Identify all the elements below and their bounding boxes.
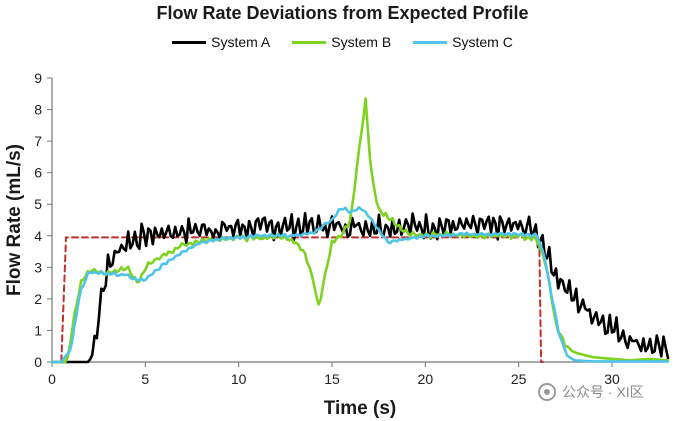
x-tick-label: 25 <box>511 371 527 387</box>
legend-item: System C <box>413 34 513 50</box>
x-tick-label: 30 <box>604 371 620 387</box>
chart-title: Flow Rate Deviations from Expected Profi… <box>156 3 529 23</box>
y-tick-label: 5 <box>34 196 42 212</box>
y-tick-label: 8 <box>34 102 42 118</box>
watermark: 公众号 · XI区 <box>538 382 644 402</box>
series-line-system-a <box>50 212 670 364</box>
legend: System A System B System C <box>0 34 685 50</box>
legend-item: System B <box>292 34 391 50</box>
legend-swatch <box>413 40 448 44</box>
x-axis-label: Time (s) <box>324 398 397 419</box>
y-tick-label: 0 <box>34 354 42 370</box>
y-tick-label: 7 <box>34 133 42 149</box>
x-tick-label: 5 <box>141 371 149 387</box>
y-tick-label: 1 <box>34 322 42 338</box>
x-tick-label: 20 <box>418 371 434 387</box>
wechat-icon <box>538 383 556 401</box>
y-tick-label: 2 <box>34 291 42 307</box>
legend-label: System C <box>452 34 513 50</box>
legend-item: System A <box>172 34 270 50</box>
legend-swatch <box>172 40 207 44</box>
legend-swatch <box>292 40 327 44</box>
y-tick-label: 6 <box>34 165 42 181</box>
expected-profile-line <box>51 236 544 363</box>
legend-label: System B <box>331 34 392 50</box>
y-tick-label: 4 <box>34 228 42 244</box>
y-tick-label: 9 <box>34 70 42 86</box>
x-tick-label: 10 <box>231 371 247 387</box>
series-line-system-c <box>50 205 670 364</box>
legend-label: System A <box>211 34 271 50</box>
watermark-text: 公众号 · XI区 <box>562 384 644 400</box>
x-tick-label: 15 <box>324 371 340 387</box>
x-tick-label: 0 <box>48 371 56 387</box>
y-tick-label: 3 <box>34 259 42 275</box>
series-line-system-b <box>50 97 670 364</box>
y-axis-label: Flow Rate (mL/s) <box>4 144 25 296</box>
